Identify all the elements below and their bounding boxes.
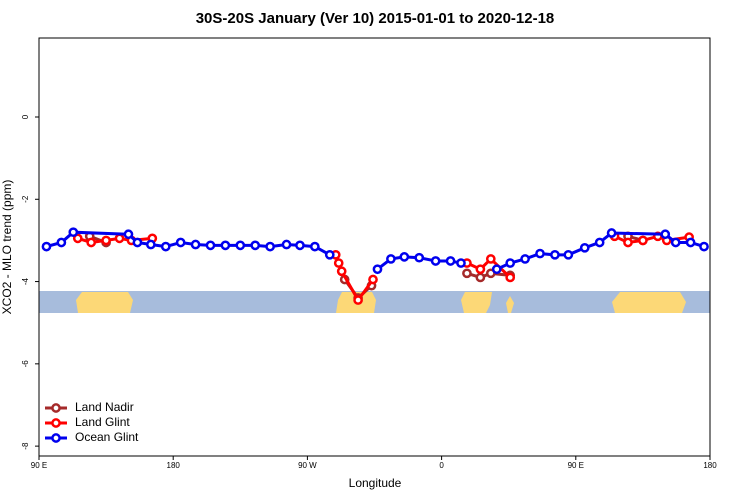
point bbox=[505, 272, 516, 283]
point bbox=[41, 241, 52, 252]
legend-label: Ocean Glint bbox=[75, 430, 139, 444]
point bbox=[685, 237, 696, 248]
point bbox=[68, 227, 79, 238]
point bbox=[56, 237, 67, 248]
x-tick-label: 180 bbox=[167, 461, 181, 470]
x-tick-label: 0 bbox=[439, 461, 444, 470]
point bbox=[72, 233, 83, 244]
legend-swatch bbox=[51, 418, 61, 428]
point bbox=[594, 237, 605, 248]
point bbox=[324, 249, 335, 260]
point bbox=[353, 295, 363, 305]
land-patch bbox=[506, 296, 514, 313]
point bbox=[265, 241, 275, 252]
point bbox=[445, 256, 456, 266]
legend-swatch bbox=[51, 433, 61, 443]
x-axis-label: Longitude bbox=[349, 476, 402, 490]
y-tick-label: -4 bbox=[21, 277, 30, 285]
point bbox=[333, 258, 344, 268]
point bbox=[372, 264, 383, 275]
point bbox=[414, 252, 425, 263]
point bbox=[399, 252, 410, 262]
point bbox=[295, 240, 305, 251]
y-axis-label: XCO2 - MLO trend (ppm) bbox=[0, 180, 14, 315]
y-tick-label: -2 bbox=[21, 195, 30, 203]
point bbox=[623, 237, 633, 248]
point bbox=[485, 254, 496, 264]
point bbox=[475, 272, 486, 283]
point bbox=[456, 258, 466, 268]
point bbox=[699, 241, 709, 252]
x-tick-label: 90 E bbox=[31, 461, 47, 470]
point bbox=[132, 237, 143, 248]
point bbox=[123, 229, 134, 240]
point bbox=[101, 235, 111, 246]
point bbox=[86, 237, 97, 248]
point bbox=[475, 264, 486, 275]
point bbox=[368, 274, 378, 285]
point bbox=[310, 241, 320, 252]
map-strip bbox=[39, 291, 710, 313]
land-patch bbox=[612, 292, 686, 313]
point bbox=[670, 237, 681, 248]
point bbox=[491, 264, 502, 275]
legend-swatch bbox=[51, 403, 61, 413]
point bbox=[638, 235, 648, 246]
point bbox=[505, 258, 516, 268]
point bbox=[205, 240, 216, 251]
point bbox=[336, 266, 347, 277]
x-tick-label: 90 W bbox=[298, 461, 317, 470]
chart-title: 30S-20S January (Ver 10) 2015-01-01 to 2… bbox=[196, 10, 555, 27]
x-tick-label: 90 E bbox=[568, 461, 584, 470]
point bbox=[145, 239, 156, 250]
point bbox=[660, 229, 671, 240]
point bbox=[386, 254, 396, 264]
y-tick-label: -8 bbox=[21, 442, 30, 450]
point bbox=[175, 237, 186, 248]
legend-label: Land Glint bbox=[75, 415, 130, 429]
point bbox=[190, 239, 201, 250]
point bbox=[550, 249, 560, 260]
point bbox=[220, 240, 231, 251]
y-tick-label: -6 bbox=[21, 360, 30, 368]
point bbox=[160, 241, 171, 252]
point bbox=[235, 240, 246, 251]
point bbox=[535, 248, 545, 259]
x-tick-label: 180 bbox=[703, 461, 717, 470]
land-patch bbox=[76, 292, 133, 313]
y-tick-label: 0 bbox=[21, 114, 30, 119]
legend-label: Land Nadir bbox=[75, 400, 134, 414]
point bbox=[281, 239, 292, 250]
point bbox=[579, 242, 590, 253]
plot-frame bbox=[38, 37, 711, 457]
land-patch bbox=[461, 292, 492, 313]
point bbox=[250, 240, 261, 251]
point bbox=[430, 256, 441, 266]
point bbox=[606, 228, 617, 238]
point bbox=[462, 268, 472, 279]
point bbox=[114, 233, 125, 244]
point bbox=[520, 254, 530, 264]
point bbox=[563, 249, 574, 260]
